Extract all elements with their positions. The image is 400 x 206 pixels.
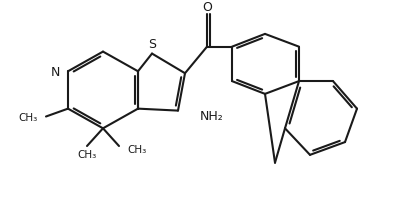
Text: N: N bbox=[51, 66, 60, 78]
Text: CH₃: CH₃ bbox=[127, 144, 146, 154]
Text: CH₃: CH₃ bbox=[77, 149, 97, 159]
Text: O: O bbox=[202, 1, 212, 14]
Text: NH₂: NH₂ bbox=[200, 109, 224, 122]
Text: CH₃: CH₃ bbox=[19, 112, 38, 122]
Text: S: S bbox=[148, 38, 156, 51]
